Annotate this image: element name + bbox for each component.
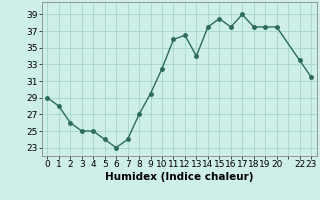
X-axis label: Humidex (Indice chaleur): Humidex (Indice chaleur) bbox=[105, 172, 253, 182]
